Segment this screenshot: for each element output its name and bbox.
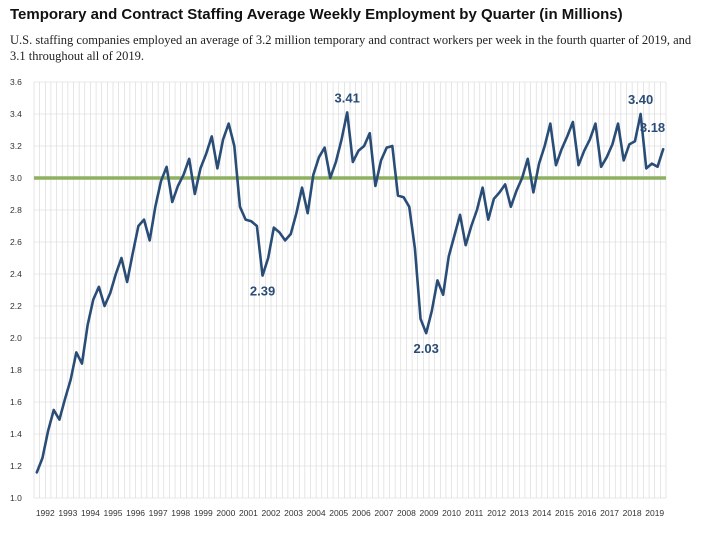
series-line <box>35 111 665 474</box>
y-tick-label: 1.6 <box>10 397 22 407</box>
x-tick-label: 2009 <box>420 508 439 518</box>
x-tick-label: 1993 <box>58 508 77 518</box>
y-tick-label: 1.4 <box>10 429 22 439</box>
x-tick-label: 2003 <box>284 508 303 518</box>
x-tick-label: 1997 <box>149 508 168 518</box>
y-tick-label: 1.8 <box>10 365 22 375</box>
x-tick-label: 2011 <box>465 508 484 518</box>
y-tick-label: 2.0 <box>10 333 22 343</box>
x-tick-label: 1995 <box>104 508 123 518</box>
y-tick-label: 3.4 <box>10 109 22 119</box>
data-label: 3.40 <box>628 92 653 107</box>
x-tick-label: 2002 <box>262 508 281 518</box>
x-tick-label: 1999 <box>194 508 213 518</box>
y-tick-label: 1.2 <box>10 461 22 471</box>
x-tick-label: 2012 <box>487 508 506 518</box>
y-tick-label: 2.6 <box>10 237 22 247</box>
data-label: 3.18 <box>640 120 665 135</box>
x-tick-label: 2015 <box>555 508 574 518</box>
x-tick-label: 2016 <box>578 508 597 518</box>
data-label: 2.03 <box>414 341 439 356</box>
x-tick-label: 1994 <box>81 508 100 518</box>
data-label: 2.39 <box>250 284 275 299</box>
x-tick-label: 1992 <box>36 508 55 518</box>
y-tick-label: 1.0 <box>10 493 22 503</box>
x-tick-label: 2006 <box>352 508 371 518</box>
x-tick-label: 2004 <box>307 508 326 518</box>
x-tick-label: 2013 <box>510 508 529 518</box>
x-tick-label: 2008 <box>397 508 416 518</box>
y-tick-label: 3.0 <box>10 173 22 183</box>
x-tick-label: 1996 <box>126 508 145 518</box>
x-tick-label: 2010 <box>442 508 461 518</box>
y-tick-label: 2.2 <box>10 301 22 311</box>
x-tick-label: 2000 <box>216 508 235 518</box>
x-tick-label: 2007 <box>374 508 393 518</box>
chart-title: Temporary and Contract Staffing Average … <box>10 6 623 23</box>
y-tick-label: 3.2 <box>10 141 22 151</box>
x-tick-label: 2001 <box>239 508 258 518</box>
y-tick-label: 3.6 <box>10 77 22 87</box>
y-tick-label: 2.4 <box>10 269 22 279</box>
x-tick-label: 2005 <box>329 508 348 518</box>
x-tick-label: 2018 <box>623 508 642 518</box>
x-tick-label: 2019 <box>645 508 664 518</box>
y-tick-label: 2.8 <box>10 205 22 215</box>
x-tick-label: 2014 <box>532 508 551 518</box>
x-tick-label: 2017 <box>600 508 619 518</box>
x-tick-label: 1998 <box>171 508 190 518</box>
chart-subtitle: U.S. staffing companies employed an aver… <box>10 33 692 63</box>
data-label: 3.41 <box>335 90 360 105</box>
